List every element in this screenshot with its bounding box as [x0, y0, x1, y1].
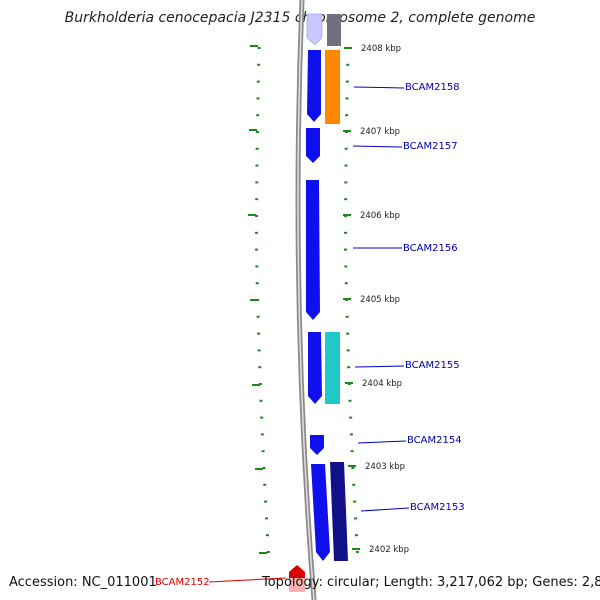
gene-arrow-bcam2152-shadow [289, 578, 305, 592]
accession-text: Accession: NC_011001 [9, 575, 157, 590]
gene-arrow-partial-light [306, 13, 323, 46]
gene-block-bcam2155-cyan[interactable] [325, 332, 340, 404]
gene-label-line-bcam2154 [357, 440, 407, 444]
gene-label-bcam2158[interactable]: BCAM2158 [405, 82, 460, 93]
kbp-tick-2404: 2404 kbp [252, 379, 402, 389]
kbp-tick-2406: 2406 kbp [248, 211, 400, 221]
gene-arrow-bcam2156[interactable] [306, 180, 320, 320]
gene-label-line-bcam2158 [353, 86, 405, 89]
gene-label-line-bcam2157 [352, 145, 403, 148]
gene-label-line-bcam2153 [360, 507, 410, 512]
gene-label-bcam2154[interactable]: BCAM2154 [407, 435, 462, 446]
kbp-label-2407: 2407 kbp [360, 127, 400, 137]
gene-arrow-bcam2155[interactable] [308, 332, 322, 404]
gene-label-line-bcam2155 [354, 365, 405, 368]
kbp-tick-2402: 2402 kbp [259, 545, 409, 555]
gene-label-line-bcam2152 [208, 577, 287, 583]
chromosome-backbone-highlight [297, 0, 315, 600]
kbp-tick-2403: 2403 kbp [255, 462, 405, 472]
gene-arrow-bcam2158[interactable] [307, 50, 321, 122]
gene-arrow-bcam2154[interactable] [310, 435, 324, 455]
gene-block-bcam2153-navy[interactable] [330, 462, 348, 561]
gene-arrow-bcam2153[interactable] [311, 464, 330, 561]
kbp-label-2404: 2404 kbp [362, 379, 402, 389]
kbp-label-2403: 2403 kbp [365, 462, 405, 472]
gene-arrow-partial-grey [327, 14, 341, 46]
kbp-tick-2408: 2408 kbp [250, 44, 401, 54]
gene-label-bcam2155[interactable]: BCAM2155 [405, 360, 460, 371]
gene-arrow-bcam2157[interactable] [306, 128, 320, 163]
kbp-label-2408: 2408 kbp [361, 44, 401, 54]
gene-label-bcam2157[interactable]: BCAM2157 [403, 141, 458, 152]
gene-label-bcam2156[interactable]: BCAM2156 [403, 243, 458, 254]
kbp-label-2402: 2402 kbp [369, 545, 409, 555]
gene-label-bcam2153[interactable]: BCAM2153 [410, 502, 465, 513]
topology-text: Topology: circular; Length: 3,217,062 bp… [262, 575, 600, 590]
kbp-tick-2405: 2405 kbp [250, 295, 400, 305]
gene-label-bcam2152[interactable]: BCAM2152 [155, 577, 210, 588]
gene-block-bcam2158-orange[interactable] [325, 50, 340, 124]
kbp-label-2406: 2406 kbp [360, 211, 400, 221]
kbp-tick-2407: 2407 kbp [249, 127, 400, 137]
kbp-label-2405: 2405 kbp [360, 295, 400, 305]
